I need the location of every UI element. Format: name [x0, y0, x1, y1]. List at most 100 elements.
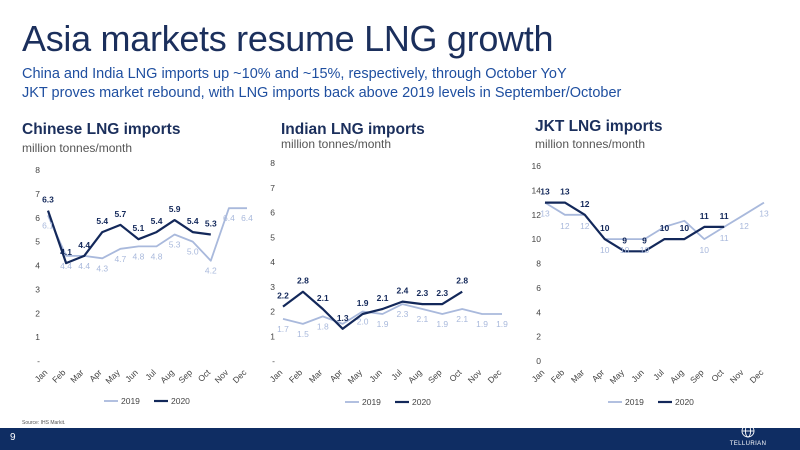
india-2019-data-label: 1.9: [496, 319, 508, 329]
jkt-xtick-label: Mar: [569, 367, 587, 385]
jkt-ytick-label: 12: [532, 210, 542, 220]
jkt-2020-data-label: 9: [642, 235, 647, 245]
jkt-legend-label-2019: 2019: [625, 397, 644, 407]
jkt-2020-data-label: 10: [680, 223, 690, 233]
jkt-xtick-label: Aug: [668, 367, 686, 385]
china-ytick-label: 2: [35, 308, 40, 318]
china-2020-data-label: 5.4: [187, 216, 199, 226]
jkt-2020-data-label: 11: [720, 211, 729, 221]
india-ytick-label: 8: [270, 158, 275, 168]
china-ytick-label: 5: [35, 237, 40, 247]
jkt-xtick-label: Sep: [688, 367, 706, 385]
china-2019-data-label: 4.3: [96, 263, 108, 273]
china-legend-label-2019: 2019: [121, 396, 140, 406]
india-2020-data-label: 2.1: [377, 293, 389, 303]
jkt-xtick-label: May: [608, 367, 627, 386]
jkt-xtick-label: Jun: [629, 367, 646, 384]
china-2020-data-label: 5.3: [205, 218, 217, 228]
jkt-xtick-label: Apr: [590, 367, 607, 384]
india-legend-label-2019: 2019: [362, 397, 381, 407]
china-2020-data-label: 4.1: [60, 247, 72, 257]
india-2020-data-label: 2.8: [456, 276, 468, 286]
china-2020-data-label: 5.7: [114, 209, 126, 219]
india-ytick-label: 2: [270, 307, 275, 317]
china-2020-data-label: 6.3: [42, 195, 54, 205]
india-ytick-label: 6: [270, 208, 275, 218]
china-2019-data-label: 4.2: [205, 266, 217, 276]
jkt-ytick-label: 16: [532, 161, 542, 171]
chart-title-india: Indian LNG imports: [281, 121, 425, 138]
jkt-2019-data-label: 10: [640, 245, 650, 255]
jkt-2020-data-label: 12: [580, 199, 590, 209]
jkt-xtick-label: Dec: [748, 367, 766, 385]
jkt-2020-data-label: 10: [660, 223, 670, 233]
india-2019-data-label: 2.1: [416, 314, 428, 324]
jkt-2019-data-label: 10: [700, 245, 710, 255]
india-2019-data-label: 1.8: [317, 321, 329, 331]
jkt-xtick-label: Feb: [549, 367, 567, 385]
india-series-2019-line: [282, 303, 502, 325]
china-2019-data-label: 4.4: [60, 261, 72, 271]
china-ytick-label: 6: [35, 213, 40, 223]
chart-unit-china: million tonnes/month: [22, 141, 133, 155]
jkt-xtick-label: Oct: [709, 367, 726, 384]
jkt-xtick-label: Jan: [530, 367, 547, 384]
china-ytick-label: 4: [35, 261, 40, 271]
jkt-2019-data-label: 11: [720, 233, 729, 243]
page-number: 9: [10, 432, 16, 443]
china-ytick-label: 7: [35, 189, 40, 199]
tellurian-logo: TELLURIAN: [730, 424, 767, 447]
india-2019-data-label: 2.3: [397, 309, 409, 319]
jkt-series-2020-line: [545, 201, 725, 253]
india-ytick-label: 4: [270, 257, 275, 267]
china-2019-data-label: 5.3: [169, 239, 181, 249]
jkt-xtick-label: Jul: [651, 367, 666, 382]
china-2019-data-label: 6.4: [223, 213, 235, 223]
india-2020-data-label: 2.3: [436, 288, 448, 298]
jkt-2020-data-label: 10: [600, 223, 610, 233]
india-ytick-label: 1: [270, 331, 275, 341]
india-2020-data-label: 2.1: [317, 293, 329, 303]
china-2019-data-label: 4.4: [78, 261, 90, 271]
india-legend-label-2020: 2020: [412, 397, 431, 407]
china-2020-data-label: 5.4: [96, 216, 108, 226]
india-2019-data-label: 1.5: [297, 329, 309, 339]
jkt-ytick-label: 4: [536, 307, 541, 317]
china-ytick-label: 1: [35, 332, 40, 342]
logo-text: TELLURIAN: [730, 441, 767, 447]
india-ytick-label: 7: [270, 183, 275, 193]
china-legend-label-2020: 2020: [171, 396, 190, 406]
china-2019-data-label: 5.0: [187, 247, 199, 257]
jkt-ytick-label: 14: [532, 185, 542, 195]
slide-title: Asia markets resume LNG growth: [22, 18, 554, 59]
jkt-2020-data-label: 11: [700, 211, 709, 221]
chart-title-china: Chinese LNG imports: [22, 121, 181, 138]
china-2019-data-label: 6.1: [42, 220, 54, 230]
china-series-2019-line: [47, 207, 247, 262]
chart-title-jkt: JKT LNG imports: [535, 118, 663, 135]
jkt-ytick-label: 2: [536, 332, 541, 342]
china-ytick-label: 3: [35, 284, 40, 294]
jkt-2019-data-label: 10: [600, 245, 610, 255]
china-2020-data-label: 5.1: [133, 223, 145, 233]
india-2020-data-label: 2.2: [277, 291, 289, 301]
jkt-ytick-label: 10: [532, 234, 542, 244]
jkt-xtick-label: Nov: [728, 367, 746, 385]
jkt-2019-data-label: 10: [620, 245, 630, 255]
india-2019-data-label: 2.0: [357, 317, 369, 327]
india-2020-data-label: 1.9: [357, 298, 369, 308]
jkt-2019-data-label: 13: [759, 209, 769, 219]
chart-unit-india: million tonnes/month: [281, 137, 392, 151]
jkt-ytick-label: 0: [536, 356, 541, 366]
jkt-series-2019-line: [544, 201, 765, 241]
china-2019-data-label: 4.7: [114, 254, 126, 264]
jkt-2019-data-label: 12: [560, 221, 570, 231]
jkt-ytick-label: 6: [536, 283, 541, 293]
china-2020-data-label: 5.4: [151, 216, 163, 226]
india-2020-data-label: 2.8: [297, 276, 309, 286]
india-2019-data-label: 1.9: [476, 319, 488, 329]
india-2019-data-label: 1.9: [377, 319, 389, 329]
india-series-2020-line: [282, 290, 463, 330]
